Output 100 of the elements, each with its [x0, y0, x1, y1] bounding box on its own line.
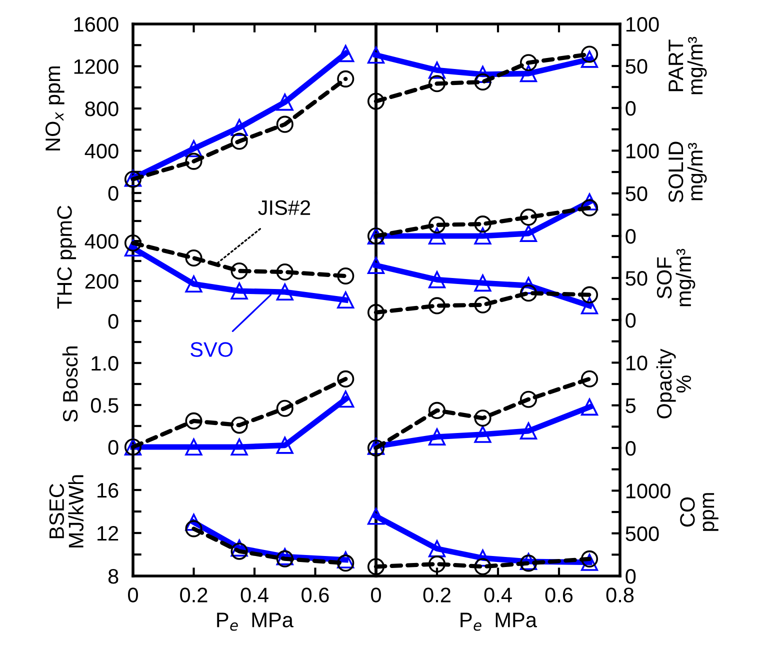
x-tick-label: 0.6 — [545, 588, 573, 602]
point — [474, 274, 492, 292]
y-tick-label: 1600 — [74, 17, 118, 32]
point — [428, 556, 446, 573]
point — [337, 267, 354, 285]
y-tick-label: 8 — [108, 569, 118, 584]
point — [474, 426, 492, 443]
point — [474, 73, 492, 91]
y-axis-title: THC ppmC — [57, 206, 76, 309]
y-tick-label: 0 — [626, 441, 636, 456]
point — [337, 291, 354, 309]
point — [185, 140, 202, 158]
x-tick-label: 0.8 — [606, 588, 634, 602]
point — [520, 422, 538, 440]
point — [367, 92, 385, 110]
y-tick-label: 0 — [626, 229, 636, 244]
y-tick-label: 50 — [626, 59, 648, 74]
point — [580, 550, 598, 568]
y-axis-title: S Bosch — [62, 346, 78, 422]
y-tick-label: 100 — [626, 144, 659, 158]
point — [230, 282, 248, 300]
point — [367, 508, 385, 525]
y-tick-label: 50 — [626, 186, 648, 202]
y-tick-label: 0 — [108, 186, 118, 201]
y-tick-label: 0.5 — [90, 398, 118, 413]
point — [520, 390, 538, 408]
point — [337, 370, 354, 388]
point — [520, 54, 538, 72]
point — [124, 234, 142, 252]
point — [428, 227, 446, 245]
point — [580, 50, 598, 68]
x-tick-label: 0.2 — [423, 588, 450, 602]
point — [474, 410, 492, 427]
y-tick-label: 100 — [626, 17, 659, 32]
annotation: JIS#2 — [258, 200, 310, 216]
point — [580, 199, 598, 216]
y-tick-label: 800 — [85, 102, 118, 116]
point — [185, 412, 202, 430]
y-tick-label: 0 — [626, 101, 636, 116]
point — [580, 286, 598, 304]
point — [337, 70, 354, 88]
y-tick-label: 0 — [108, 314, 118, 329]
point — [367, 46, 385, 64]
point — [580, 297, 598, 314]
point — [185, 520, 202, 538]
y-tick-label: 400 — [84, 144, 118, 159]
point — [185, 152, 202, 170]
point — [580, 554, 598, 571]
annotation: SVO — [190, 342, 233, 357]
y-tick-label: 1.0 — [92, 356, 118, 371]
y-tick-label: 5 — [626, 398, 636, 414]
y-tick-label: 0 — [108, 440, 118, 455]
y-axis-title: Opacity % — [656, 348, 692, 418]
point — [367, 304, 385, 321]
x-tick-label: 0.6 — [302, 588, 329, 602]
point — [185, 249, 202, 267]
y-tick-label: 1200 — [74, 59, 118, 74]
y-tick-label: 10 — [626, 356, 648, 370]
point — [276, 94, 294, 111]
y-tick-label: 0 — [626, 569, 636, 584]
point — [337, 390, 354, 408]
y-tick-label: 16 — [98, 483, 118, 498]
y-tick-label: 50 — [626, 271, 648, 286]
point — [428, 402, 446, 419]
point — [580, 46, 598, 63]
point — [337, 45, 354, 62]
y-axis-title: NO$_{x}$ ppm — [45, 66, 64, 150]
point — [276, 116, 294, 133]
point — [474, 227, 492, 245]
y-axis-title: PART mg/m³ — [668, 36, 707, 94]
point — [474, 216, 492, 233]
y-tick-label: 400 — [84, 234, 118, 249]
x-tick-label: 0 — [371, 588, 381, 602]
point — [428, 297, 446, 314]
y-tick-label: 12 — [98, 526, 118, 541]
point — [580, 370, 598, 388]
x-tick-label: 0.4 — [484, 588, 512, 602]
point — [276, 283, 294, 301]
point — [520, 65, 538, 82]
x-tick-label: 0 — [128, 588, 138, 602]
point — [367, 558, 385, 576]
point — [428, 62, 446, 79]
point — [428, 428, 446, 446]
point — [428, 540, 446, 558]
y-tick-label: 500 — [626, 526, 659, 542]
point — [337, 551, 354, 568]
point — [276, 436, 294, 454]
x-axis-title: P$_{e}$ MPa — [460, 612, 537, 631]
point — [185, 514, 202, 531]
point — [474, 558, 492, 576]
point — [428, 75, 446, 92]
y-tick-label: 1000 — [626, 484, 670, 498]
y-axis-title: BSEC MJ/kWh — [49, 475, 84, 548]
point — [185, 438, 202, 456]
y-tick-label: 0 — [626, 313, 636, 328]
point — [276, 263, 294, 281]
point — [230, 542, 248, 560]
y-axis-title: SOF mg/m³ — [656, 248, 696, 306]
point — [230, 438, 248, 456]
point — [230, 118, 248, 136]
